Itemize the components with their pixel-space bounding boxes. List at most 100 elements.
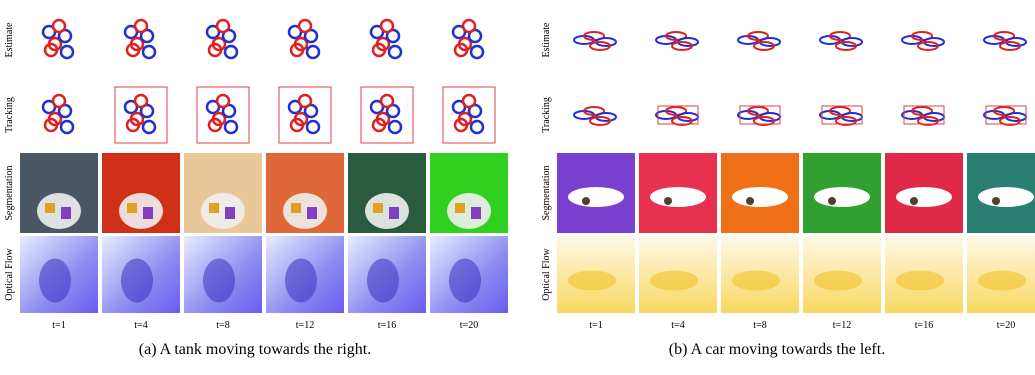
figure: Estimate Tracking Segmentation Optical Flow… [0,0,1035,375]
estimate-image [453,20,483,58]
tracking-image [361,87,413,143]
event-cluster [389,46,401,58]
tracking-image [197,87,249,143]
time-label: t=1 [589,320,602,331]
estimate-image [207,20,237,58]
segment-part [471,207,481,219]
segment-object [283,193,327,229]
estimate-image [738,32,780,50]
event-cluster [61,121,73,133]
event-cluster [135,95,147,107]
event-cluster [61,46,73,58]
segment-part [143,207,153,219]
event-cluster [143,121,155,133]
event-cluster [53,95,65,107]
flow-object [650,271,698,291]
segment-object [814,187,870,207]
flow-object [367,259,399,303]
estimate-image [984,32,1026,50]
event-cluster [225,46,237,58]
flow-object [978,271,1026,291]
time-label: t=1 [52,320,65,331]
flow-object [39,259,71,303]
event-cluster [463,20,475,32]
event-cluster [299,20,311,32]
flow-object [568,271,616,291]
event-cluster [389,121,401,133]
event-cluster [463,95,475,107]
time-label: t=8 [753,320,766,331]
tracking-image [656,106,698,125]
estimate-image [125,20,155,58]
caption: (b) A car moving towards the left. [669,341,885,358]
flow-object [732,271,780,291]
estimate-image [656,32,698,50]
event-cluster [217,20,229,32]
event-cluster [381,20,393,32]
estimate-image [43,20,73,58]
segment-part [127,203,137,213]
row-label: Estimate [541,22,552,58]
segment-part [910,197,918,205]
time-label: t=8 [216,320,229,331]
segment-object [732,187,788,207]
segment-object [568,187,624,207]
event-cluster [299,95,311,107]
time-label: t=16 [378,320,396,331]
segment-object [650,187,706,207]
event-cluster [471,46,483,58]
tracking-image [902,106,944,125]
tracking-image [115,87,167,143]
segment-part [992,197,1000,205]
row-label: Tracking [4,97,15,133]
segment-object [201,193,245,229]
row-label: Segmentation [4,166,15,221]
flow-object [121,259,153,303]
segment-object [978,187,1034,207]
segment-part [664,197,672,205]
row-label: Optical Flow [541,247,552,300]
event-cluster [143,46,155,58]
segment-part [389,207,399,219]
segment-part [828,197,836,205]
segment-part [582,197,590,205]
estimate-image [371,20,401,58]
time-label: t=12 [833,320,851,331]
flow-object [814,271,862,291]
row-label: Tracking [541,97,552,133]
estimate-image [574,32,616,50]
segment-part [373,203,383,213]
segment-part [746,197,754,205]
tracking-image [279,87,331,143]
time-label: t=12 [296,320,314,331]
segment-part [61,207,71,219]
time-label: t=4 [671,320,684,331]
time-label: t=20 [460,320,478,331]
segment-part [455,203,465,213]
estimate-image [289,20,319,58]
time-label: t=4 [134,320,147,331]
segment-part [45,203,55,213]
time-label: t=20 [997,320,1015,331]
segment-part [291,203,301,213]
flow-object [285,259,317,303]
flow-object [203,259,235,303]
event-cluster [135,20,147,32]
row-label: Estimate [4,22,15,58]
segment-object [896,187,952,207]
event-cluster [217,95,229,107]
segment-object [447,193,491,229]
segment-object [365,193,409,229]
segment-part [307,207,317,219]
time-label: t=16 [915,320,933,331]
segment-part [209,203,219,213]
tracking-image [984,106,1026,125]
segment-part [225,207,235,219]
event-cluster [307,121,319,133]
estimate-image [902,32,944,50]
segment-object [37,193,81,229]
row-label: Segmentation [541,166,552,221]
tracking-image [43,95,73,133]
flow-object [896,271,944,291]
tracking-image [738,106,780,125]
